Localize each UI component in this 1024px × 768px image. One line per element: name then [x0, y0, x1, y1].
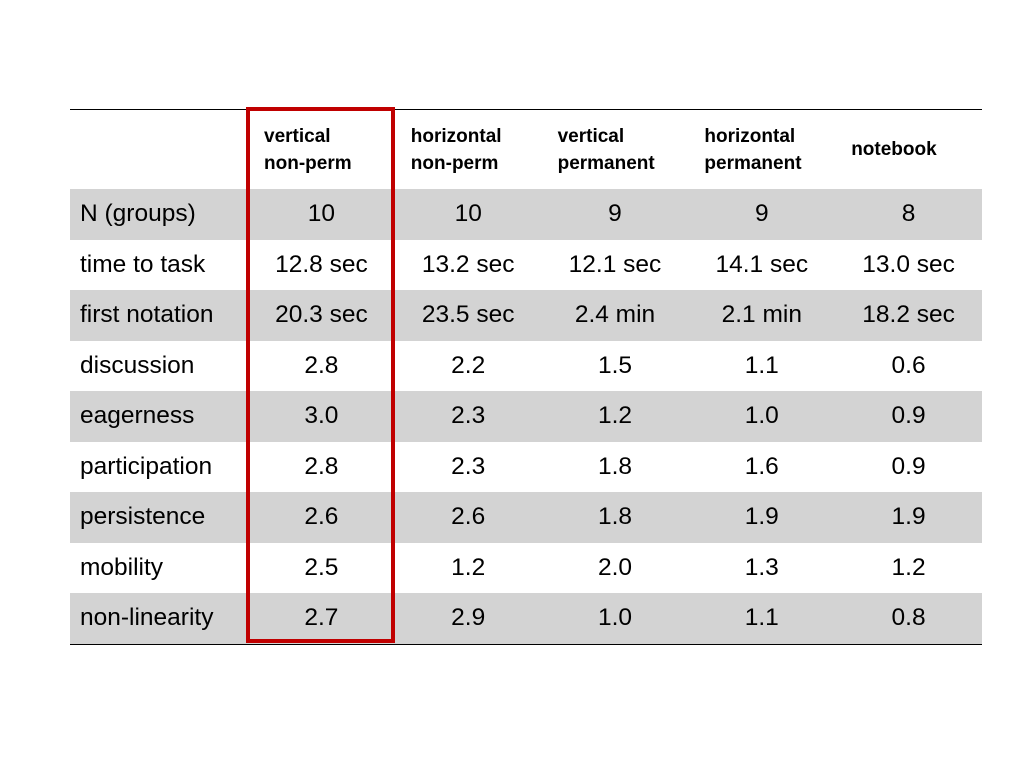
table-cell: 0.9 [891, 402, 926, 430]
column-header-vertical-non-perm: vertical non-perm [248, 110, 395, 189]
table-cell: 13.0 sec [862, 250, 955, 278]
table-cell: 2.6 [304, 503, 339, 531]
table-row: discussion 2.8 2.2 1.5 1.1 0.6 [70, 341, 982, 392]
column-header-notebook: notebook [835, 110, 982, 189]
row-label: discussion [80, 351, 195, 379]
table-cell: 2.5 [304, 553, 339, 581]
table-cell: 2.8 [304, 351, 339, 379]
row-label: N (groups) [80, 200, 196, 228]
table-cell: 2.0 [597, 553, 633, 581]
table-row: mobility 2.5 1.2 2.0 1.3 1.2 [70, 543, 982, 594]
table-cell: 1.3 [744, 553, 779, 581]
column-header-horizontal-permanent: horizontal permanent [688, 110, 835, 189]
table-cell: 1.2 [891, 553, 926, 581]
table-cell: 1.8 [597, 452, 633, 480]
table-cell: 2.6 [451, 503, 486, 531]
table-cell: 2.7 [304, 604, 339, 632]
column-header-line2: permanent [704, 152, 802, 174]
row-label: mobility [80, 553, 164, 581]
table-cell: 12.8 sec [275, 250, 368, 278]
row-label: non-linearity [80, 604, 214, 632]
table-row: time to task 12.8 sec 13.2 sec 12.1 sec 14.1… [70, 240, 982, 291]
table-cell: 1.5 [597, 351, 633, 379]
table-cell: 23.5 sec [421, 301, 515, 329]
table-cell: 10 [307, 200, 336, 228]
table-cell: 2.9 [451, 604, 486, 632]
table-cell: 13.2 sec [421, 250, 515, 278]
table-cell: 12.1 sec [568, 250, 662, 278]
table-cell: 3.0 [304, 402, 339, 430]
table-row: eagerness 3.0 2.3 1.2 1.0 0.9 [70, 391, 982, 442]
column-header-line1: vertical [264, 125, 331, 147]
table-row: first notation 20.3 sec 23.5 sec 2.4 min 2.1… [70, 290, 982, 341]
table-cell: 8 [901, 200, 916, 228]
column-header-line1: horizontal [410, 125, 502, 147]
table-cell: 1.0 [597, 604, 633, 632]
results-table: vertical non-perm horizontal non-perm ve… [70, 109, 982, 645]
table-cell: 0.8 [891, 604, 926, 632]
column-header-line2: non-perm [264, 152, 352, 174]
column-header-vertical-permanent: vertical permanent [542, 110, 689, 189]
header-corner-cell [70, 110, 248, 189]
column-header-horizontal-non-perm: horizontal non-perm [395, 110, 542, 189]
table-cell: 1.2 [597, 402, 633, 430]
table-row: N (groups) 10 10 9 9 8 [70, 189, 982, 240]
table-cell: 2.4 min [574, 301, 656, 329]
table-body: N (groups) 10 10 9 9 8 time to task 12.8 sec 13.… [70, 189, 982, 644]
column-header-line2: permanent [557, 152, 655, 174]
table-cell: 2.2 [451, 351, 486, 379]
table-cell: 0.9 [891, 452, 926, 480]
table-row: persistence 2.6 2.6 1.8 1.9 1.9 [70, 492, 982, 543]
column-header-line2: non-perm [410, 152, 499, 174]
table-cell: 1.1 [744, 604, 779, 632]
table-cell: 0.6 [891, 351, 926, 379]
column-header-line1: notebook [851, 139, 937, 160]
column-header-line1: vertical [557, 125, 625, 147]
row-label: time to task [80, 250, 206, 278]
table-cell: 1.6 [744, 452, 779, 480]
table-header-row: vertical non-perm horizontal non-perm ve… [70, 110, 982, 189]
table-cell: 2.8 [304, 452, 339, 480]
column-header-line1: horizontal [704, 125, 796, 147]
table-cell: 18.2 sec [862, 301, 955, 329]
table-cell: 2.3 [451, 402, 486, 430]
table-row: non-linearity 2.7 2.9 1.0 1.1 0.8 [70, 593, 982, 644]
row-label: participation [80, 452, 213, 480]
table-cell: 9 [754, 200, 769, 228]
row-label: eagerness [80, 402, 195, 430]
table-cell: 2.1 min [721, 301, 802, 329]
table-cell: 14.1 sec [715, 250, 809, 278]
table-cell: 2.3 [451, 452, 486, 480]
table-cell: 1.9 [744, 503, 779, 531]
row-label: persistence [80, 503, 206, 531]
table-cell: 9 [608, 200, 622, 228]
table-cell: 1.2 [451, 553, 486, 581]
table-cell: 10 [454, 200, 482, 228]
table-cell: 1.1 [744, 351, 779, 379]
table-cell: 1.8 [597, 503, 633, 531]
table-cell: 1.9 [891, 503, 926, 531]
row-label: first notation [80, 301, 214, 329]
table-cell: 1.0 [744, 402, 779, 430]
table-row: participation 2.8 2.3 1.8 1.6 0.9 [70, 442, 982, 493]
table-cell: 20.3 sec [275, 301, 368, 329]
